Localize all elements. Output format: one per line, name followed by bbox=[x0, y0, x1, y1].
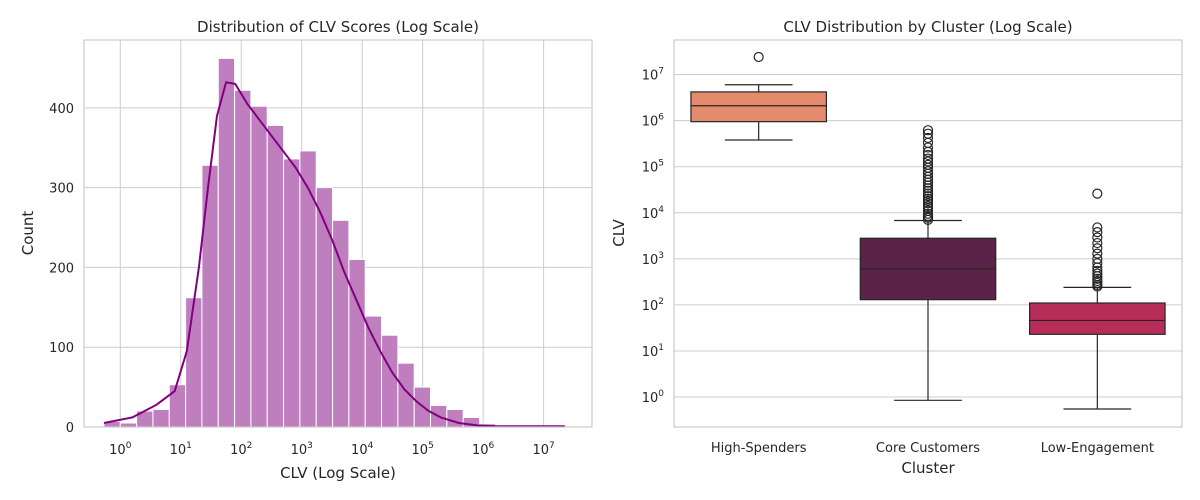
outlier-point bbox=[922, 132, 934, 144]
right-y-tick-label: 101 bbox=[642, 343, 664, 360]
outlier-point bbox=[922, 128, 934, 139]
left-x-tick-label: 101 bbox=[170, 441, 192, 458]
histogram-bar bbox=[299, 150, 317, 428]
outlier-point bbox=[1092, 232, 1103, 243]
outlier-point bbox=[922, 166, 934, 177]
outlier-point bbox=[1092, 243, 1103, 254]
outlier-point bbox=[922, 208, 934, 219]
histogram-bar bbox=[250, 105, 268, 428]
histogram-bar bbox=[152, 408, 170, 428]
outlier-point bbox=[922, 193, 934, 204]
histogram-bar bbox=[234, 89, 252, 428]
outlier-point bbox=[1092, 265, 1103, 276]
left-chart-title: Distribution of CLV Scores (Log Scale) bbox=[197, 18, 479, 36]
left-x-tick-label: 106 bbox=[472, 441, 495, 458]
right-y-tick-label: 102 bbox=[642, 297, 664, 314]
outlier-point bbox=[1092, 273, 1103, 284]
right-y-tick-label: 105 bbox=[642, 159, 664, 176]
histogram-bar bbox=[168, 384, 187, 428]
outlier-point bbox=[922, 125, 934, 136]
outlier-point bbox=[1092, 268, 1103, 279]
right-x-tick-label: High-Spenders bbox=[711, 441, 807, 456]
outlier-point bbox=[922, 205, 934, 216]
histogram-bar bbox=[283, 158, 301, 428]
outlier-point bbox=[1092, 227, 1103, 238]
left-x-tick-label: 103 bbox=[291, 441, 313, 458]
right-x-axis-label: Cluster bbox=[901, 459, 955, 477]
outlier-point bbox=[922, 149, 934, 161]
histogram-bar bbox=[332, 219, 350, 428]
outlier-point bbox=[922, 200, 934, 212]
histogram-bar bbox=[266, 124, 285, 428]
histogram-bar bbox=[348, 258, 366, 428]
outlier-point bbox=[753, 51, 764, 63]
left-y-tick-label: 200 bbox=[49, 261, 74, 276]
iqr-box bbox=[1028, 302, 1166, 335]
histogram-bar bbox=[201, 164, 219, 428]
histogram-bar bbox=[381, 334, 399, 428]
histogram-bar bbox=[397, 362, 415, 428]
outlier-point bbox=[922, 185, 934, 196]
boxplot-low-engagement bbox=[1028, 188, 1166, 410]
right-y-tick-labels: 100 101 102 103 104 105 106 107 bbox=[642, 67, 665, 406]
right-y-tick-label: 104 bbox=[642, 205, 665, 222]
left-x-tick-label: 100 bbox=[109, 441, 132, 458]
left-x-tick-label: 102 bbox=[230, 441, 252, 458]
outlier-point bbox=[1092, 248, 1103, 259]
left-y-tick-labels: 0 100 200 300 400 bbox=[49, 102, 74, 436]
left-y-tick-label: 100 bbox=[49, 341, 74, 356]
kde-curve bbox=[103, 81, 565, 428]
histogram-bar bbox=[185, 297, 203, 428]
outlier-point bbox=[922, 159, 934, 170]
left-y-tick-label: 300 bbox=[49, 182, 74, 197]
outlier-point bbox=[1092, 253, 1103, 264]
left-x-tick-labels: 100 101 102 103 104 105 106 107 bbox=[109, 441, 555, 458]
outlier-point bbox=[922, 188, 934, 199]
histogram-bar bbox=[446, 408, 464, 428]
right-plot-frame bbox=[673, 39, 1183, 428]
left-x-tick-label: 107 bbox=[532, 441, 554, 458]
right-y-tick-label: 107 bbox=[642, 67, 664, 84]
outlier-point bbox=[1092, 188, 1103, 199]
histogram-bar bbox=[364, 315, 383, 428]
left-y-axis-label: Count bbox=[19, 211, 37, 256]
right-x-tick-labels: High-Spenders Core Customers Low-Engagemen… bbox=[711, 441, 1154, 456]
right-x-tick-label: Low-Engagement bbox=[1041, 441, 1154, 456]
histogram-bar bbox=[217, 57, 236, 428]
outlier-point bbox=[922, 153, 934, 164]
boxplots bbox=[690, 51, 1166, 410]
left-x-tick-label: 105 bbox=[412, 441, 434, 458]
left-y-tick-label: 400 bbox=[49, 102, 74, 117]
right-y-tick-label: 106 bbox=[642, 113, 665, 130]
histogram-bars bbox=[103, 57, 546, 428]
right-chart-title: CLV Distribution by Cluster (Log Scale) bbox=[783, 18, 1072, 36]
histogram-chart: Distribution of CLV Scores (Log Scale) 0… bbox=[19, 18, 593, 482]
left-plot-frame bbox=[83, 39, 593, 428]
right-x-tick-label: Core Customers bbox=[876, 441, 980, 456]
outlier-point bbox=[1092, 258, 1103, 269]
boxplot-high-spenders bbox=[690, 51, 828, 141]
left-x-axis-label: CLV (Log Scale) bbox=[280, 464, 396, 482]
iqr-box bbox=[690, 91, 828, 123]
boxplot-chart: CLV Distribution by Cluster (Log Scale) … bbox=[610, 18, 1183, 477]
right-y-axis-label: CLV bbox=[610, 219, 628, 247]
left-x-tick-label: 104 bbox=[351, 441, 374, 458]
left-y-tick-label: 0 bbox=[66, 421, 74, 436]
outlier-point bbox=[1092, 237, 1103, 249]
right-y-tick-label: 100 bbox=[642, 389, 665, 406]
boxplot-core-customers bbox=[859, 125, 997, 401]
outlier-point bbox=[922, 191, 934, 202]
outlier-point bbox=[1092, 222, 1103, 233]
right-y-tick-label: 103 bbox=[642, 251, 664, 268]
